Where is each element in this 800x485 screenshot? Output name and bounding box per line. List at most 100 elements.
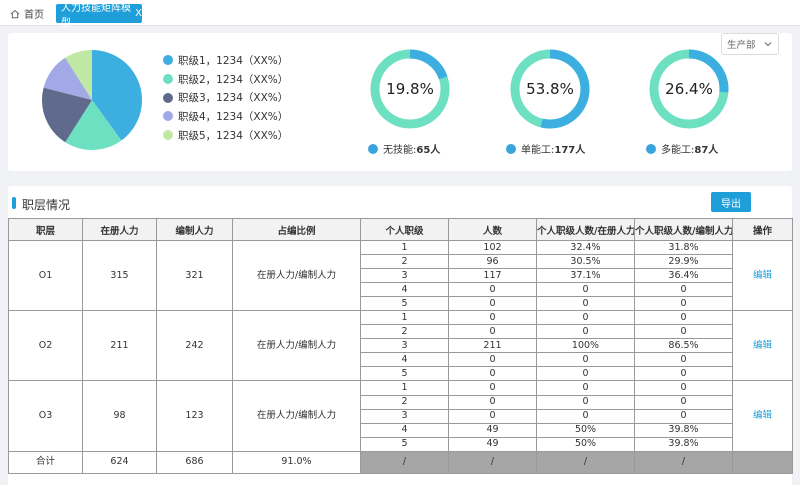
rank-cell: 4 [360,282,449,298]
legend-label: 职级1，1234（XX%） [178,54,289,67]
legend-dot [163,92,173,103]
pie-slice-5 [65,50,92,100]
rank-quota-ratio-cell: 0 [634,408,733,424]
count-cell: 0 [448,408,537,424]
legend-dot [163,74,173,85]
table-header-row: 职层 在册人力 编制人力 占编比例 个人职级 人数 个人职级人数/在册人力 个人职级人数/编制… [8,218,793,241]
legend-item-3[interactable]: 职级3，1234（XX%） [163,88,288,107]
table-row: 2 96 30.5% 29.9% [9,254,793,270]
rank-enrolled-ratio-cell: 0 [536,310,635,326]
ratio-cell: 在册人力/编制人力 [232,380,361,452]
rank-quota-ratio-cell: 39.8% [634,436,733,452]
legend-item-1[interactable]: 职级1，1234（XX%） [163,51,288,70]
donut-no-skill-ring [370,49,450,129]
count-cell: 0 [448,310,537,326]
tab-skill-matrix[interactable]: 人力技能矩阵模型 X [56,3,142,29]
rank-cell: 5 [360,436,449,452]
total-ratio-cell: 91.0% [232,450,361,474]
enrolled-cell: 315 [82,239,157,312]
donut-value-arc [649,49,729,129]
edit-link[interactable]: 编辑 [732,380,793,452]
count-cell: 0 [448,296,537,312]
enrolled-cell: 211 [82,310,157,382]
department-select[interactable]: 生产部 [721,33,779,55]
donut-value-arc [370,49,450,129]
legend-item-5[interactable]: 职级5，1234（XX%） [163,126,288,145]
total-slash-cell: / [536,450,635,474]
section-accent-bar [12,197,16,209]
rank-enrolled-ratio-cell: 32.4% [536,239,635,256]
total-enrolled-cell: 624 [82,450,157,474]
rank-enrolled-ratio-cell: 100% [536,338,635,354]
count-cell: 0 [448,380,537,396]
rank-enrolled-ratio-cell: 0 [536,352,635,368]
rank-quota-ratio-cell: 86.5% [634,338,733,354]
ratio-cell: 在册人力/编制人力 [232,239,361,312]
rank-cell: 2 [360,394,449,410]
table-row: 3 117 37.1% 36.4% [9,268,793,284]
donut-single-skill: 53.8% [510,49,590,129]
tab-bar: 首页 人力技能矩阵模型 X [0,0,800,29]
total-slash-cell: / [634,450,733,474]
table-header-cell: 操作 [732,218,793,241]
table-row: O1 315 321 在册人力/编制人力 1 102 32.4% 31.8% 编辑 [8,239,793,312]
donut-multi-skill: 26.4% [649,49,729,129]
table-header-cell: 人数 [448,218,537,241]
donut-no-skill-percent: 19.8% [386,80,434,98]
legend-dot [163,130,173,141]
donut-multi-skill-percent: 26.4% [665,80,713,98]
count-cell: 0 [448,394,537,410]
layer-cell: O1 [8,239,83,312]
total-rank-cell: / [360,450,449,474]
quota-cell: 242 [156,310,233,382]
pie-slice-1 [92,50,142,141]
rank-cell: 1 [360,239,449,256]
rank-cell: 1 [360,380,449,396]
rank-quota-ratio-cell: 39.8% [634,422,733,438]
count-cell: 49 [448,422,537,438]
export-button[interactable]: 导出 [711,192,751,212]
tab-home-label: 首页 [24,10,44,21]
tab-home[interactable]: 首页 [6,4,52,23]
count-cell: 49 [448,436,537,452]
rank-quota-ratio-cell: 0 [634,394,733,410]
rank-cell: 3 [360,268,449,284]
donut-single-skill-count: 177人 [554,145,586,156]
rank-cell: 3 [360,408,449,424]
rank-cell: 3 [360,338,449,354]
donut-no-skill-count: 65人 [416,145,441,156]
layer-table: 职层 在册人力 编制人力 占编比例 个人职级 人数 个人职级人数/在册人力 个人职级人数/编制… [8,218,793,474]
count-cell: 117 [448,268,537,284]
tab-close-icon[interactable]: X [135,8,142,19]
legend-item-4[interactable]: 职级4，1234（XX%） [163,107,288,126]
rank-enrolled-ratio-cell: 0 [536,282,635,298]
donut-no-skill-dot [368,143,378,154]
legend-item-2[interactable]: 职级2，1234（XX%） [163,70,288,89]
pie-slice-4 [43,57,92,100]
rank-quota-ratio-cell: 31.8% [634,239,733,256]
edit-link[interactable]: 编辑 [732,310,793,382]
rank-quota-ratio-cell: 0 [634,366,733,382]
section-title: 职层情况 [22,198,71,212]
rank-enrolled-ratio-cell: 50% [536,422,635,438]
total-row: 合计 624 686 91.0% / / / / [8,450,793,474]
donut-single-skill-dot [506,143,516,154]
table-row: 5 49 50% 39.8% [9,436,793,452]
pie-svg [42,50,142,150]
legend-label: 职级3，1234（XX%） [178,92,289,105]
donut-single-skill-ring [510,49,590,129]
count-cell: 96 [448,254,537,270]
rank-cell: 2 [360,324,449,340]
rank-pie-chart [41,49,143,151]
donut-single-skill-percent: 53.8% [526,80,574,98]
legend-label: 职级2，1234（XX%） [178,73,289,86]
edit-link[interactable]: 编辑 [732,239,793,312]
donut-single-skill-caption: 单能工: 177人 [506,141,585,156]
rank-enrolled-ratio-cell: 37.1% [536,268,635,284]
count-cell: 211 [448,338,537,354]
pie-legend: 职级1，1234（XX%） 职级2，1234（XX%） 职级3，1234（XX%） 职… [163,51,288,144]
rank-cell: 5 [360,366,449,382]
total-label-cell: 合计 [8,450,83,474]
